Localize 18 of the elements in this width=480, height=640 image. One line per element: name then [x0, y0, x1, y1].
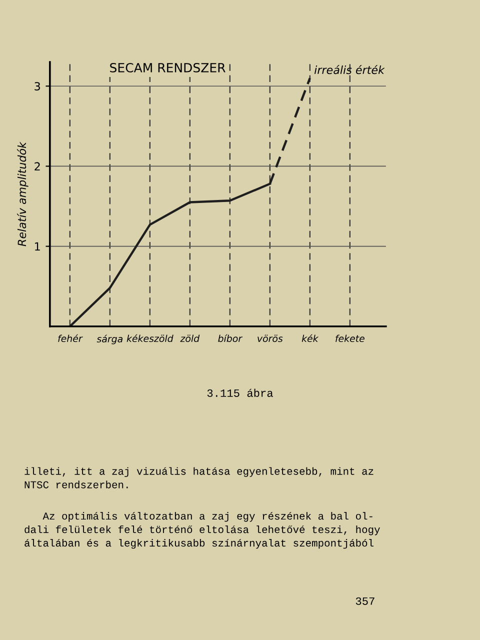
x-tick-label: kék: [302, 334, 319, 342]
y-tick-label: 3: [34, 82, 40, 90]
annotation: irreális érték: [314, 65, 385, 74]
x-tick-label: sárga: [96, 334, 122, 344]
x-tick-label: zöld: [180, 334, 200, 342]
y-axis-title: Relatív amplitudók: [17, 142, 28, 246]
x-tick-label: fehér: [58, 334, 83, 342]
text: illeti, itt a zaj vizuális hatása egyenletesebb, mint az NTSC rendszerben.: [24, 467, 374, 488]
y-tick-label: 1: [35, 242, 40, 251]
x-tick-label: bíbor: [218, 334, 243, 342]
x-tick-label: fekete: [336, 334, 364, 342]
chart-title: SECAM RENDSZER: [110, 62, 226, 72]
x-tick-label: vörös: [258, 334, 283, 342]
text: 357: [356, 597, 374, 605]
x-tick-label: kékeszöld: [126, 334, 174, 342]
text: Az optimális változatban a zaj egy részének a bal ol- dali felületek felé történő eltolása lehetővé teszi, hogy általában és a legkritikusabb színárnyalat szempontjából: [24, 512, 380, 549]
text: 3.115 ábra: [207, 388, 273, 397]
y-tick-label: 2: [34, 162, 40, 170]
